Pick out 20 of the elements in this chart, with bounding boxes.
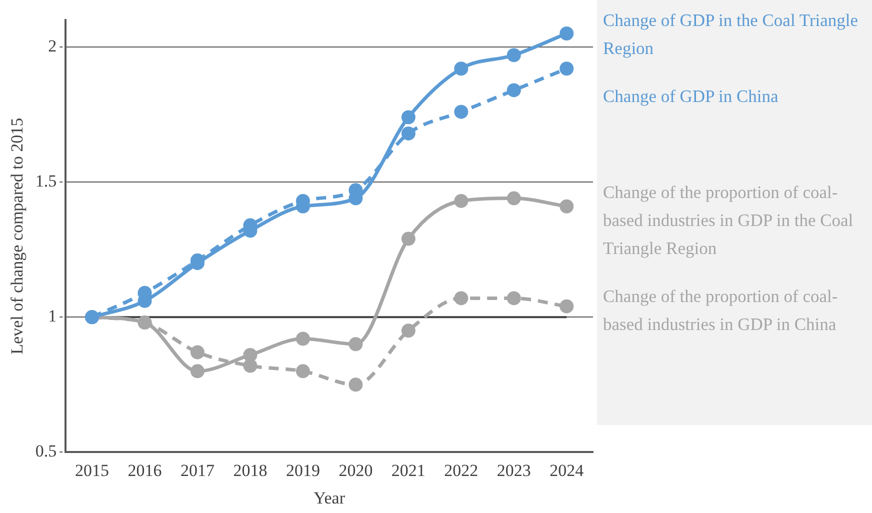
x-tick-label: 2018 [233, 460, 268, 480]
series-label: Change of GDP in the Coal Triangle Region [603, 8, 860, 60]
x-tick-label: 2015 [75, 460, 110, 480]
y-tick-label: 1 [48, 306, 57, 326]
y-axis-title: Level of change compared to 2015 [8, 118, 27, 354]
series-label: Change of the proportion of coal-based industries in GDP in China [603, 285, 839, 336]
x-tick-label: 2024 [550, 460, 584, 480]
x-tick-label: 2020 [338, 460, 373, 480]
x-tick-label: 2017 [180, 460, 215, 480]
y-tick-label: 2 [48, 36, 57, 56]
series-label: Change of GDP in China [603, 84, 780, 108]
y-tick-label: 1.5 [35, 172, 57, 191]
x-axis-title: Year [314, 488, 346, 508]
x-tick-label: 2022 [444, 460, 478, 480]
x-tick-label: 2016 [128, 460, 162, 480]
x-tick-label: 2019 [286, 460, 320, 480]
x-tick-label: 2023 [496, 460, 531, 480]
x-tick-label: 2021 [391, 460, 426, 480]
y-tick-label: 0.5 [35, 442, 57, 461]
series-label: Change of the proportion of coal-based industries in GDP in the Coal Triangle Region [603, 181, 854, 260]
